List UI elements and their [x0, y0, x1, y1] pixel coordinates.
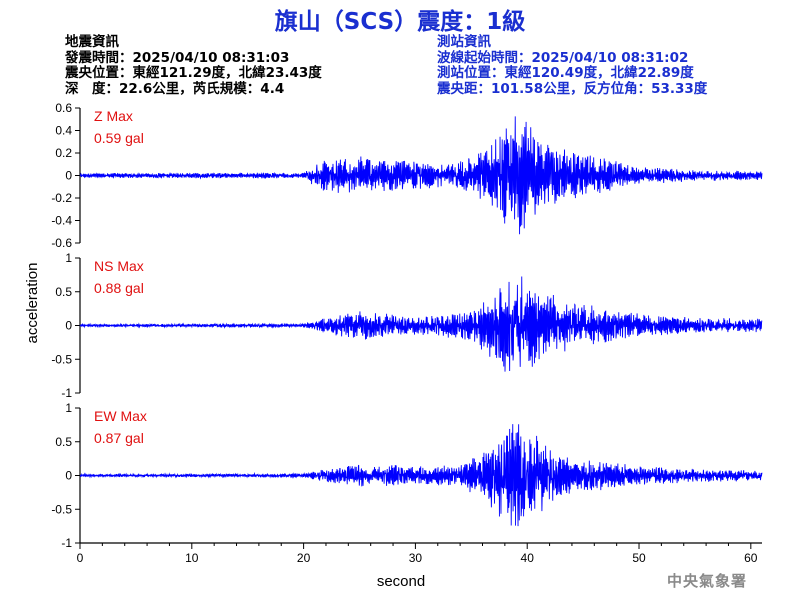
y-tick-label: 0	[65, 319, 72, 333]
max-value-ew: 0.87 gal	[94, 430, 144, 446]
x-tick-label: 20	[297, 551, 311, 565]
waveform-ew	[79, 424, 763, 527]
y-tick-label: -1	[61, 386, 72, 400]
station-wave-start: 波線起始時間：2025/04/10 08:31:02	[437, 49, 689, 66]
footer-agency-logo: 中央氣象署	[666, 572, 747, 590]
y-tick-label: 0.5	[55, 435, 72, 449]
x-tick-label: 0	[77, 551, 84, 565]
y-tick-label: -0.6	[51, 236, 72, 250]
station-info-heading: 測站資訊	[437, 34, 491, 50]
station-distance-azimuth: 震央距：101.58公里，反方位角：53.33度	[437, 80, 708, 97]
y-tick-label: 1	[65, 251, 72, 265]
y-tick-label: 1	[65, 401, 72, 415]
station-info: 測站資訊 波線起始時間：2025/04/10 08:31:02 測站位置：東經1…	[437, 34, 708, 97]
y-axis-label: acceleration	[24, 263, 41, 344]
station-location: 測站位置：東經120.49度，北緯22.89度	[437, 65, 694, 81]
x-tick-label: 30	[409, 551, 423, 565]
y-tick-label: 0.4	[55, 124, 72, 138]
y-tick-label: 0	[65, 169, 72, 183]
earthquake-info: 地震資訊 發震時間：2025/04/10 08:31:03 震央位置：東經121…	[65, 34, 322, 97]
y-tick-label: 0.5	[55, 285, 72, 299]
max-label-z: Z Max	[94, 108, 133, 124]
y-tick-label: 0.6	[55, 101, 72, 115]
y-tick-label: -0.5	[51, 502, 72, 516]
x-tick-label: 60	[744, 551, 758, 565]
y-tick-label: -0.2	[51, 191, 72, 205]
waveform-ns	[79, 276, 763, 372]
max-label-ew: EW Max	[94, 408, 147, 424]
earthquake-info-heading: 地震資訊	[65, 34, 119, 50]
x-tick-label: 10	[185, 551, 199, 565]
y-tick-label: 0	[65, 469, 72, 483]
earthquake-depth-magnitude: 深 度：22.6公里，芮氏規模：4.4	[65, 80, 285, 97]
max-value-z: 0.59 gal	[94, 130, 144, 146]
y-tick-label: 0.2	[55, 146, 72, 160]
max-label-ns: NS Max	[94, 258, 144, 274]
x-tick-label: 40	[521, 551, 535, 565]
page-title: 旗山（SCS）震度：1級	[274, 9, 526, 35]
waveform-z	[79, 116, 763, 235]
y-tick-label: -1	[61, 536, 72, 550]
x-tick-label: 50	[632, 551, 646, 565]
x-axis-label: second	[377, 573, 425, 590]
max-value-ns: 0.88 gal	[94, 280, 144, 296]
y-tick-label: -0.5	[51, 352, 72, 366]
earthquake-time: 發震時間：2025/04/10 08:31:03	[65, 49, 290, 66]
y-tick-label: -0.4	[51, 214, 72, 228]
earthquake-epicenter: 震央位置：東經121.29度，北緯23.43度	[65, 65, 322, 81]
